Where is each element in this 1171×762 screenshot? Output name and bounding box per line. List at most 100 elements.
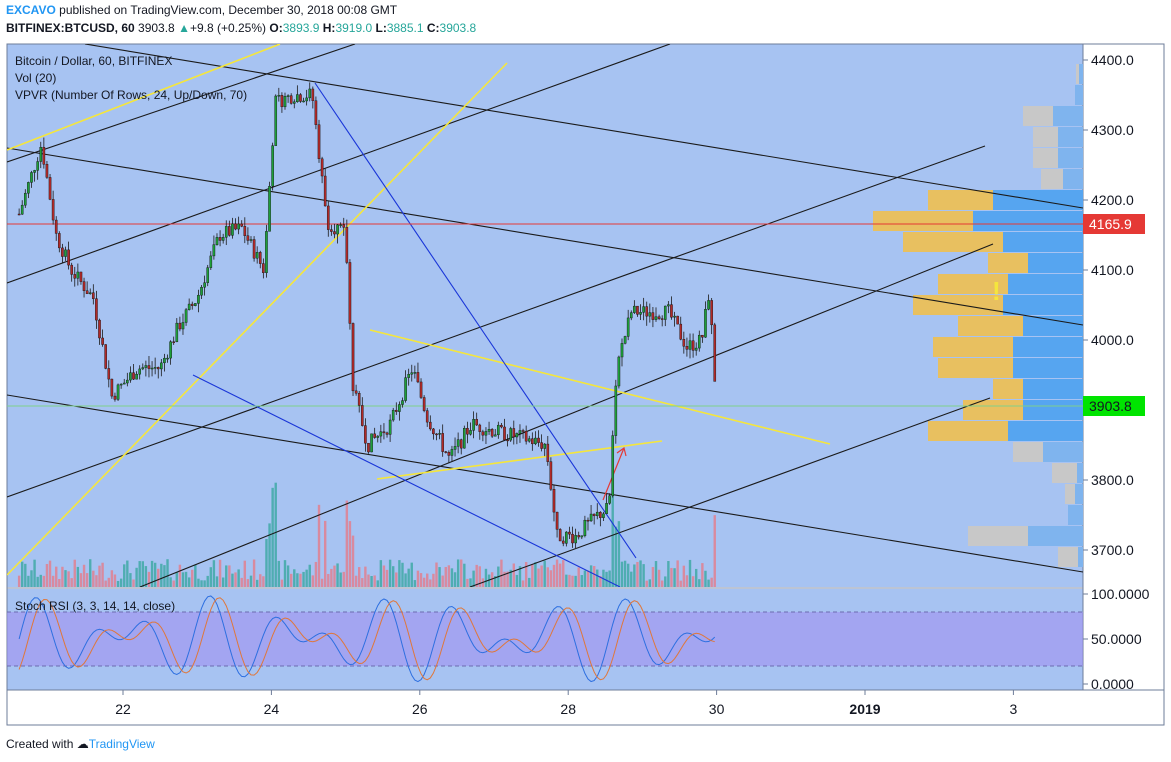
candle-body[interactable] xyxy=(73,274,77,279)
candle-body[interactable] xyxy=(493,434,497,437)
candle-body[interactable] xyxy=(614,385,618,436)
candle-body[interactable] xyxy=(667,304,670,307)
candle-body[interactable] xyxy=(153,367,157,369)
candle-body[interactable] xyxy=(17,213,21,216)
candle-body[interactable] xyxy=(515,433,519,438)
price-axis[interactable]: 4400.04300.04200.04100.04000.03900.03800… xyxy=(1083,52,1134,558)
candle-body[interactable] xyxy=(441,433,444,452)
candle-body[interactable] xyxy=(546,443,550,462)
candle-body[interactable] xyxy=(36,161,39,171)
candle-body[interactable] xyxy=(469,430,472,435)
candle-body[interactable] xyxy=(577,535,581,538)
candle-body[interactable] xyxy=(673,315,676,318)
candle-body[interactable] xyxy=(221,237,225,241)
candle-body[interactable] xyxy=(419,381,423,398)
candle-body[interactable] xyxy=(45,164,49,178)
candle-body[interactable] xyxy=(466,428,469,435)
candle-body[interactable] xyxy=(710,300,713,326)
candle-body[interactable] xyxy=(61,247,64,257)
time-axis[interactable]: 22 24 26 28 30 2019 3 xyxy=(115,690,1018,717)
candle-body[interactable] xyxy=(438,433,441,435)
candle-body[interactable] xyxy=(98,319,101,339)
candle-body[interactable] xyxy=(27,182,30,194)
candle-body[interactable] xyxy=(623,336,627,344)
candle-body[interactable] xyxy=(342,224,346,228)
candle-body[interactable] xyxy=(169,341,172,359)
candle-body[interactable] xyxy=(212,244,216,257)
candle-body[interactable] xyxy=(676,315,679,325)
candle-body[interactable] xyxy=(401,400,404,405)
candle-body[interactable] xyxy=(178,322,182,330)
candle-body[interactable] xyxy=(645,306,649,317)
candle-body[interactable] xyxy=(88,292,92,295)
candle-body[interactable] xyxy=(456,439,460,447)
candle-body[interactable] xyxy=(509,428,512,441)
candle-body[interactable] xyxy=(691,340,695,351)
candle-body[interactable] xyxy=(497,424,500,436)
candle-body[interactable] xyxy=(339,224,342,226)
candle-body[interactable] xyxy=(240,223,244,227)
candle-body[interactable] xyxy=(320,158,324,177)
candle-body[interactable] xyxy=(107,368,111,380)
candle-body[interactable] xyxy=(534,437,537,445)
candle-body[interactable] xyxy=(336,224,339,235)
candle-body[interactable] xyxy=(258,252,262,264)
candle-body[interactable] xyxy=(654,316,658,320)
candle-body[interactable] xyxy=(39,146,43,162)
candle-body[interactable] xyxy=(308,88,312,99)
candle-body[interactable] xyxy=(413,372,417,374)
candle-body[interactable] xyxy=(416,372,420,383)
candle-body[interactable] xyxy=(64,249,67,257)
candle-body[interactable] xyxy=(395,409,398,412)
candle-body[interactable] xyxy=(54,219,58,234)
candle-body[interactable] xyxy=(549,461,553,490)
candle-body[interactable] xyxy=(518,430,522,434)
candle-body[interactable] xyxy=(500,424,503,428)
candle-body[interactable] xyxy=(481,431,485,436)
candle-body[interactable] xyxy=(42,146,46,165)
candle-body[interactable] xyxy=(713,324,717,382)
candle-body[interactable] xyxy=(234,223,237,230)
candle-body[interactable] xyxy=(620,343,624,358)
candle-body[interactable] xyxy=(506,439,509,442)
candle-body[interactable] xyxy=(398,404,401,412)
candle-body[interactable] xyxy=(104,344,107,369)
candle-body[interactable] xyxy=(209,255,213,268)
candle-body[interactable] xyxy=(67,249,70,266)
candle-body[interactable] xyxy=(231,223,234,236)
candle-body[interactable] xyxy=(246,235,250,241)
candle-body[interactable] xyxy=(472,419,475,431)
candle-body[interactable] xyxy=(444,451,448,453)
candle-body[interactable] xyxy=(463,428,466,449)
candle-body[interactable] xyxy=(459,439,463,449)
candle-body[interactable] xyxy=(682,339,686,347)
candle-body[interactable] xyxy=(129,372,132,381)
candle-body[interactable] xyxy=(237,223,240,230)
candle-body[interactable] xyxy=(660,318,664,320)
candle-body[interactable] xyxy=(608,495,611,504)
candle-body[interactable] xyxy=(348,262,352,324)
candle-body[interactable] xyxy=(138,368,141,375)
candle-body[interactable] xyxy=(51,199,55,221)
candle-body[interactable] xyxy=(150,367,154,370)
candle-body[interactable] xyxy=(484,431,488,436)
candle-body[interactable] xyxy=(602,513,605,518)
candle-body[interactable] xyxy=(679,323,683,340)
candle-body[interactable] xyxy=(701,334,704,338)
candle-body[interactable] xyxy=(33,170,36,173)
candle-body[interactable] xyxy=(552,489,556,513)
candle-body[interactable] xyxy=(314,100,318,125)
candle-body[interactable] xyxy=(20,204,24,215)
candle-body[interactable] xyxy=(144,365,148,368)
candle-body[interactable] xyxy=(283,96,287,108)
candle-body[interactable] xyxy=(407,373,410,378)
candle-body[interactable] xyxy=(503,426,506,441)
candle-body[interactable] xyxy=(354,390,358,394)
candle-body[interactable] xyxy=(249,239,253,241)
candle-body[interactable] xyxy=(215,237,219,245)
candle-body[interactable] xyxy=(292,101,296,104)
candle-body[interactable] xyxy=(447,452,451,456)
candle-body[interactable] xyxy=(252,239,256,259)
candle-body[interactable] xyxy=(425,410,429,423)
main-pane[interactable] xyxy=(7,44,1083,587)
